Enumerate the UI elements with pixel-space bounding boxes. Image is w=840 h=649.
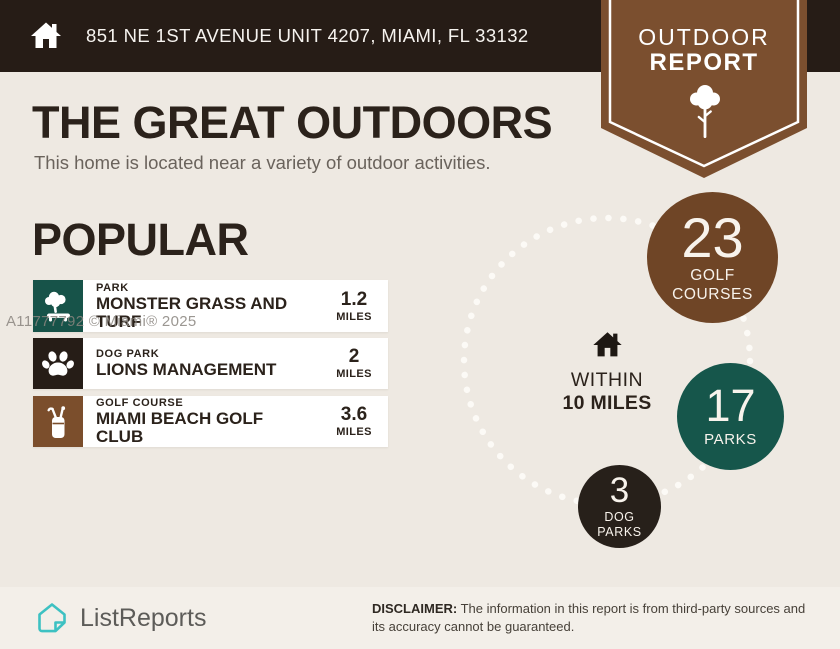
place-name: LIONS MANAGEMENT: [96, 360, 277, 380]
property-address: 851 NE 1ST AVENUE UNIT 4207, MIAMI, FL 3…: [86, 25, 529, 46]
place-distance: 1.2 MILES: [336, 288, 372, 323]
ribbon-title-line1: OUTDOOR: [638, 24, 770, 50]
disclaimer-label: DISCLAIMER:: [372, 601, 458, 616]
page-title: THE GREAT OUTDOORS: [32, 97, 553, 148]
stat-value: 17: [705, 379, 756, 431]
stat-golf-courses: 23 GOLF COURSES: [647, 192, 778, 323]
stat-parks: 17 PARKS: [677, 363, 784, 470]
stat-label: PARKS: [704, 430, 757, 448]
brand-name: ListReports: [80, 603, 207, 632]
disclaimer-text: The information in this report is from t…: [372, 601, 806, 635]
radius-label: WITHIN 10 MILES: [542, 328, 672, 415]
tree-icon: [690, 85, 720, 138]
mls-watermark: A11777792 © Miami® 2025: [6, 313, 197, 330]
place-info: PARK MONSTER GRASS AND TURF: [83, 280, 314, 332]
stat-label: GOLF COURSES: [672, 267, 753, 303]
paw-icon: [33, 338, 83, 389]
home-icon: [592, 332, 622, 357]
page-subtitle: This home is located near a variety of o…: [34, 152, 491, 173]
popular-section-heading: POPULAR: [32, 214, 249, 265]
place-distance: 2 MILES: [336, 346, 372, 380]
home-icon: [31, 22, 61, 48]
place-info: DOG PARK LIONS MANAGEMENT: [83, 338, 276, 389]
place-row-park: PARK MONSTER GRASS AND TURF 1.2 MILES: [33, 280, 388, 332]
place-category: PARK: [96, 281, 129, 294]
place-row-dog-park: DOG PARK LIONS MANAGEMENT 2 MILES: [33, 338, 388, 389]
stat-dog-parks: 3 DOG PARKS: [578, 465, 661, 548]
listreports-brand: ListReports: [34, 600, 206, 636]
ribbon-title-line2: REPORT: [649, 49, 759, 76]
place-name: MIAMI BEACH GOLF CLUB: [96, 409, 264, 446]
stat-value: 3: [609, 470, 630, 510]
place-category: DOG PARK: [96, 348, 160, 361]
golf-bag-icon: [33, 396, 83, 447]
park-icon: [33, 280, 83, 332]
disclaimer: DISCLAIMER: The information in this repo…: [372, 600, 810, 636]
place-info: GOLF COURSE MIAMI BEACH GOLF CLUB: [83, 396, 314, 447]
footer: ListReports DISCLAIMER: The information …: [0, 587, 840, 649]
stat-label: DOG PARKS: [597, 509, 642, 539]
listreports-house-icon: [38, 603, 66, 633]
place-distance: 3.6 MILES: [336, 404, 372, 438]
place-row-golf-course: GOLF COURSE MIAMI BEACH GOLF CLUB 3.6 MI…: [33, 396, 388, 447]
stat-value: 23: [681, 206, 744, 270]
place-category: GOLF COURSE: [96, 397, 184, 410]
place-name: MONSTER GRASS AND TURF: [96, 293, 288, 331]
outdoor-report-ribbon: OUTDOOR REPORT: [601, 0, 807, 180]
